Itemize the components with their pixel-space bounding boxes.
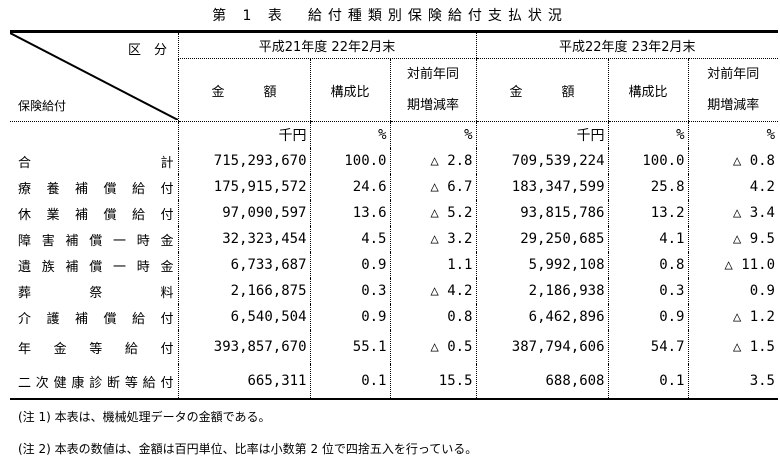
note-1: (注 1) 本表は、機械処理データの金額である。 <box>18 410 271 424</box>
period2-header: 平成22年度 23年2月末 <box>475 30 778 59</box>
amount-cell: 183,347,599 <box>475 174 608 200</box>
amount-header: 金 額 <box>177 58 310 122</box>
ratio-cell: 54.7 <box>607 330 688 364</box>
amount-cell: 5,992,108 <box>475 252 608 278</box>
change-cell: △ 1.2 <box>687 304 778 330</box>
ratio-cell: 0.3 <box>309 278 390 304</box>
change-cell: △ 11.0 <box>687 252 778 278</box>
table-title: 第 1 表 給付種類別保険給付支払状況 <box>212 8 568 24</box>
table-row: 年金等給付 393,857,670 55.1 △ 0.5 387,794,606 54.7… <box>10 330 778 364</box>
unit-pct: % <box>687 121 778 148</box>
ratio-cell: 0.9 <box>309 252 390 278</box>
table-row: 二次健康診断等給付 665,311 0.1 15.5 688,608 0.1 3.5 <box>10 364 778 400</box>
amount-cell: 93,815,786 <box>475 200 608 226</box>
amount-cell: 6,462,896 <box>475 304 608 330</box>
ratio-cell: 0.1 <box>607 364 688 400</box>
ratio-cell: 13.6 <box>309 200 390 226</box>
ratio-cell: 0.1 <box>309 364 390 400</box>
unit-pct: % <box>309 121 390 148</box>
change-cell: 15.5 <box>389 364 476 400</box>
change-cell: △ 3.2 <box>389 226 476 252</box>
table-row: 療養補償給付 175,915,572 24.6 △ 6.7 183,347,599 25.… <box>10 174 778 200</box>
ratio-cell: 100.0 <box>607 148 688 174</box>
change-cell: 4.2 <box>687 174 778 200</box>
row-label: 葬祭料 <box>18 285 174 301</box>
amount-cell: 715,293,670 <box>177 148 310 174</box>
row-label: 障害補償一時金 <box>18 233 174 249</box>
ratio-cell: 4.1 <box>607 226 688 252</box>
note-2: (注 2) 本表の数値は、金額は百円単位、比率は小数第 2 位で四捨五入を行って… <box>18 442 478 456</box>
row-label: 介護補償給付 <box>18 311 174 327</box>
row-label: 休業補償給付 <box>18 207 174 223</box>
row-label: 療養補償給付 <box>18 181 174 197</box>
amount-cell: 665,311 <box>177 364 310 400</box>
row-label: 年金等給付 <box>18 341 174 357</box>
row-label: 遺族補償一時金 <box>18 259 174 275</box>
table-row: 遺族補償一時金 6,733,687 0.9 1.1 5,992,108 0.8 △ 11.0 <box>10 252 778 278</box>
row-label: 二次健康診断等給付 <box>10 364 178 400</box>
amount-cell: 387,794,606 <box>475 330 608 364</box>
ratio-cell: 0.9 <box>309 304 390 330</box>
amount-cell: 6,540,504 <box>177 304 310 330</box>
table-row: 介護補償給付 6,540,504 0.9 0.8 6,462,896 0.9 △ 1.2 <box>10 304 778 330</box>
table-row: 合計 715,293,670 100.0 △ 2.8 709,539,224 100.0 △… <box>10 148 778 174</box>
ratio-header: 構成比 <box>309 58 390 122</box>
table-row: 休業補償給付 97,090,597 13.6 △ 5.2 93,815,786 13.2 △… <box>10 200 778 226</box>
amount-header: 金 額 <box>475 58 608 122</box>
ratio-header: 構成比 <box>607 58 688 122</box>
table-row: 障害補償一時金 32,323,454 4.5 △ 3.2 29,250,685 4.1 △ … <box>10 226 778 252</box>
ratio-cell: 4.5 <box>309 226 390 252</box>
benefit-table: 区 分 保険給付 平成21年度 22年2月末 平成22年度 23年2月末 金 額… <box>10 30 778 400</box>
ratio-cell: 13.2 <box>607 200 688 226</box>
amount-cell: 175,915,572 <box>177 174 310 200</box>
unit-pct: % <box>389 121 476 148</box>
ratio-cell: 55.1 <box>309 330 390 364</box>
change-cell: △ 1.5 <box>687 330 778 364</box>
change-header: 対前年同 期増減率 <box>687 58 778 122</box>
ratio-cell: 0.8 <box>607 252 688 278</box>
change-header: 対前年同 期増減率 <box>389 58 476 122</box>
diagonal-divider <box>10 33 178 120</box>
change-cell: △ 6.7 <box>389 174 476 200</box>
change-cell: △ 5.2 <box>389 200 476 226</box>
ratio-cell: 0.9 <box>607 304 688 330</box>
change-cell: △ 9.5 <box>687 226 778 252</box>
amount-cell: 2,166,875 <box>177 278 310 304</box>
change-cell: △ 0.5 <box>389 330 476 364</box>
row-label: 合計 <box>18 155 174 171</box>
ratio-cell: 0.3 <box>607 278 688 304</box>
unit-amount: 千円 <box>475 121 608 148</box>
kubun-label: 区 分 <box>128 43 168 58</box>
ratio-cell: 100.0 <box>309 148 390 174</box>
change-cell: 3.5 <box>687 364 778 400</box>
change-cell: △ 2.8 <box>389 148 476 174</box>
ratio-cell: 25.8 <box>607 174 688 200</box>
ratio-cell: 24.6 <box>309 174 390 200</box>
row-header-label: 保険給付 <box>18 99 67 113</box>
unit-amount: 千円 <box>177 121 310 148</box>
change-cell: △ 3.4 <box>687 200 778 226</box>
amount-cell: 29,250,685 <box>475 226 608 252</box>
amount-cell: 2,186,938 <box>475 278 608 304</box>
period1-header: 平成21年度 22年2月末 <box>177 30 476 59</box>
unit-pct: % <box>607 121 688 148</box>
change-cell: △ 4.2 <box>389 278 476 304</box>
change-cell: 0.9 <box>687 278 778 304</box>
change-cell: 1.1 <box>389 252 476 278</box>
unit-row: 千円 % % 千円 % % <box>10 121 778 148</box>
amount-cell: 32,323,454 <box>177 226 310 252</box>
amount-cell: 393,857,670 <box>177 330 310 364</box>
change-cell: 0.8 <box>389 304 476 330</box>
amount-cell: 97,090,597 <box>177 200 310 226</box>
change-cell: △ 0.8 <box>687 148 778 174</box>
amount-cell: 709,539,224 <box>475 148 608 174</box>
amount-cell: 6,733,687 <box>177 252 310 278</box>
table-row: 葬祭料 2,166,875 0.3 △ 4.2 2,186,938 0.3 0.9 <box>10 278 778 304</box>
amount-cell: 688,608 <box>475 364 608 400</box>
